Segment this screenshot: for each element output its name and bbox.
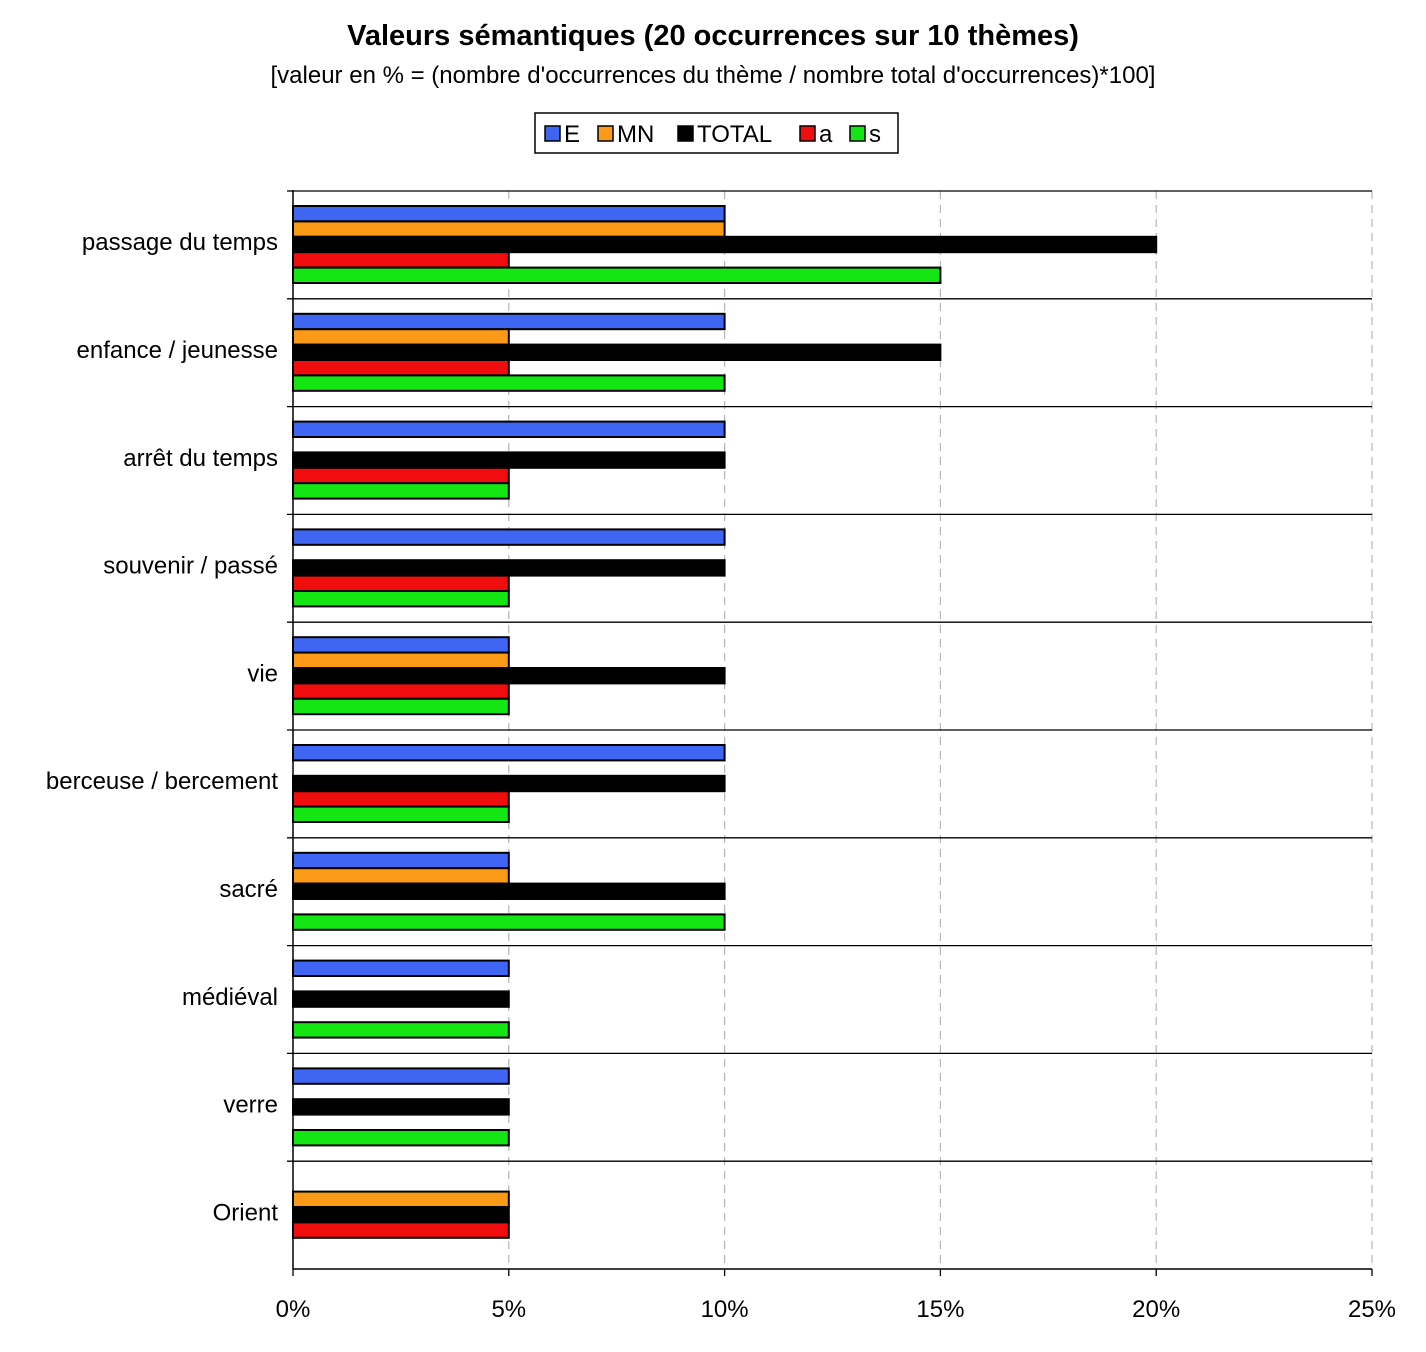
legend-label-TOTAL: TOTAL	[697, 121, 772, 148]
legend-label-a: a	[819, 121, 833, 148]
bar-TOTAL-5	[292, 667, 726, 685]
x-tick-label: 5%	[491, 1296, 526, 1323]
bar-s-5	[292, 697, 510, 716]
bar-E-8	[292, 959, 510, 977]
x-tick-label: 25%	[1348, 1296, 1396, 1323]
x-tick-label: 0%	[276, 1296, 311, 1323]
legend: E MN TOTAL a s	[534, 112, 899, 154]
category-label: Orient	[213, 1199, 279, 1226]
bar-s-2	[292, 374, 726, 392]
bar-s-4	[292, 590, 510, 608]
bar-a-2	[292, 359, 510, 377]
bar-E-1	[292, 205, 726, 223]
bar-s-3	[292, 482, 510, 500]
legend-swatch-E	[544, 125, 561, 142]
bar-E-7	[292, 851, 510, 870]
chart-title: Valeurs sémantiques (20 occurrences sur …	[347, 20, 1079, 52]
legend-label-s: s	[869, 121, 881, 148]
bar-E-5	[292, 636, 510, 654]
legend-swatch-MN	[597, 125, 614, 142]
bar-TOTAL-3	[292, 451, 726, 469]
bar-MN-10	[292, 1190, 510, 1208]
bar-TOTAL-7	[292, 882, 726, 900]
bar-MN-2	[292, 328, 510, 346]
category-label: berceuse / bercement	[46, 768, 278, 795]
legend-label-MN: MN	[617, 121, 654, 148]
bar-a-3	[292, 466, 510, 485]
x-tick-label: 20%	[1132, 1296, 1180, 1323]
category-label: sacré	[219, 876, 278, 903]
bar-TOTAL-4	[292, 559, 726, 577]
legend-label-E: E	[564, 121, 580, 148]
x-tick-label: 15%	[916, 1296, 964, 1323]
category-label: passage du temps	[82, 229, 278, 256]
category-label: verre	[223, 1092, 278, 1119]
category-label: médiéval	[182, 984, 278, 1011]
bar-TOTAL-9	[292, 1098, 510, 1116]
bar-E-9	[292, 1067, 510, 1085]
bar-a-4	[292, 574, 510, 592]
chart-subtitle: [valeur en % = (nombre d'occurrences du …	[270, 62, 1156, 89]
bar-s-1	[292, 266, 942, 285]
bar-MN-5	[292, 651, 510, 669]
category-label: enfance / jeunesse	[77, 337, 278, 364]
bar-TOTAL-2	[292, 343, 942, 362]
bar-TOTAL-10	[292, 1206, 510, 1224]
bar-MN-7	[292, 867, 510, 885]
bar-s-7	[292, 913, 726, 931]
x-tick-label: 10%	[701, 1296, 749, 1323]
legend-swatch-TOTAL	[677, 125, 694, 142]
bar-MN-1	[292, 220, 726, 238]
bar-E-2	[292, 312, 726, 331]
bar-a-5	[292, 682, 510, 700]
bars	[292, 205, 1158, 1239]
bar-E-3	[292, 420, 726, 439]
axis-labels: passage du temps enfance / jeunesse arrêt …	[46, 229, 1396, 1323]
bar-s-8	[292, 1021, 510, 1039]
bar-a-6	[292, 790, 510, 808]
bar-TOTAL-1	[292, 235, 1158, 254]
bar-s-9	[292, 1129, 510, 1147]
bar-TOTAL-6	[292, 774, 726, 793]
category-label: vie	[247, 660, 278, 687]
legend-swatch-s	[849, 125, 866, 142]
bar-s-6	[292, 805, 510, 823]
bar-E-6	[292, 744, 726, 762]
bar-TOTAL-8	[292, 990, 510, 1008]
bar-E-4	[292, 528, 726, 546]
category-label: souvenir / passé	[103, 553, 278, 580]
category-label: arrêt du temps	[123, 445, 278, 472]
legend-swatch-a	[799, 125, 816, 142]
legend-box	[534, 112, 899, 154]
bar-a-10	[292, 1221, 510, 1239]
axes	[287, 190, 1373, 1276]
bar-a-1	[292, 251, 510, 269]
